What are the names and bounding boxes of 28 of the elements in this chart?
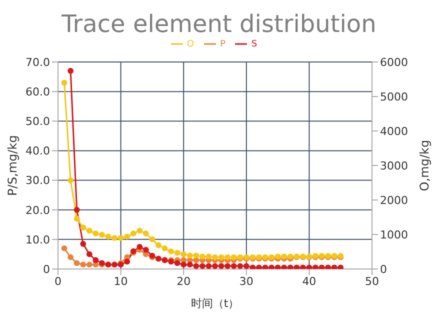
chart-title: Trace element distribution (62, 10, 376, 38)
y2-tick-label: 6000 (380, 56, 408, 69)
x-tick-label: 20 (176, 274, 191, 288)
y2-tick-label: 2000 (380, 194, 408, 207)
y-tick-label: 50.0 (26, 115, 50, 128)
y-tick-label: 40.0 (26, 144, 50, 158)
x-tick-label: 0 (54, 274, 62, 288)
x-tick-label: 10 (114, 274, 128, 288)
y-tick-label: 70.0 (26, 56, 50, 69)
y2-tick-label: 3000 (380, 159, 408, 172)
legend-label: O (186, 39, 194, 50)
y2-tick-label: 0 (380, 262, 387, 276)
legend-label: P (220, 39, 226, 50)
x-tick-label: 50 (365, 274, 379, 288)
y-axis-title: P/S,mg/kg (5, 135, 20, 196)
legend-label: S (251, 39, 258, 50)
y2-tick-label: 4000 (380, 124, 408, 138)
y2-tick-label: 5000 (380, 90, 408, 104)
y-tick-label: 30.0 (26, 174, 50, 188)
y2-axis-title: O,mg/kg (417, 140, 432, 192)
y-tick-label: 10.0 (26, 233, 50, 246)
x-axis-title: 时间（t） (190, 297, 240, 310)
y-tick-label: 20.0 (26, 204, 50, 217)
x-tick-label: 30 (239, 274, 254, 288)
y-tick-label: 60.0 (26, 85, 50, 98)
y-tick-label: 0 (43, 262, 50, 276)
x-tick-label: 40 (302, 274, 316, 288)
y2-tick-label: 1000 (380, 228, 408, 242)
